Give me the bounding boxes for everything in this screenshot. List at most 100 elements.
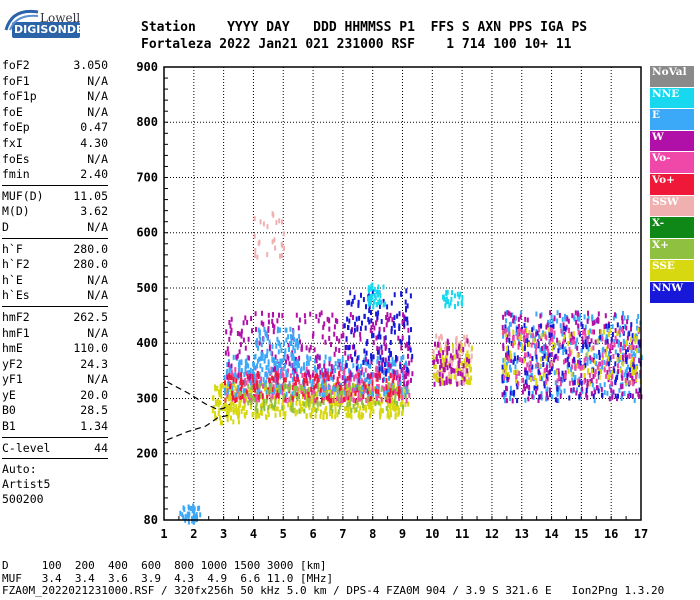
data-point bbox=[540, 333, 543, 339]
data-point bbox=[348, 382, 350, 388]
param-value: 1.34 bbox=[80, 419, 108, 434]
data-point bbox=[299, 339, 301, 345]
data-point bbox=[527, 390, 530, 396]
data-point bbox=[292, 334, 295, 339]
data-point bbox=[506, 346, 508, 352]
param-name: D bbox=[2, 219, 9, 234]
data-point bbox=[516, 398, 519, 404]
data-point bbox=[570, 387, 573, 393]
data-point bbox=[372, 332, 375, 338]
data-point bbox=[437, 377, 439, 383]
data-point bbox=[626, 319, 629, 325]
data-point bbox=[393, 292, 396, 298]
data-point bbox=[562, 339, 565, 345]
data-point bbox=[595, 361, 597, 367]
data-point bbox=[389, 340, 392, 345]
data-point bbox=[383, 376, 386, 382]
data-point bbox=[576, 387, 578, 393]
data-point bbox=[261, 393, 264, 399]
data-point bbox=[333, 324, 336, 330]
data-point bbox=[343, 367, 346, 373]
data-point bbox=[244, 397, 247, 402]
data-point bbox=[277, 349, 280, 355]
data-point bbox=[286, 372, 289, 377]
data-point bbox=[347, 390, 350, 396]
data-point bbox=[465, 365, 467, 371]
data-point bbox=[363, 379, 366, 385]
data-point bbox=[397, 411, 400, 417]
data-point bbox=[264, 386, 266, 392]
data-point bbox=[226, 374, 229, 380]
data-point bbox=[442, 350, 445, 356]
data-point bbox=[570, 340, 572, 345]
data-point bbox=[227, 362, 230, 368]
data-point bbox=[447, 299, 449, 304]
data-point bbox=[619, 367, 622, 373]
data-point bbox=[211, 408, 214, 414]
data-point bbox=[350, 372, 353, 378]
data-point bbox=[229, 403, 232, 409]
data-point bbox=[457, 360, 460, 366]
data-point bbox=[283, 377, 285, 383]
data-point bbox=[276, 379, 279, 385]
data-point bbox=[385, 405, 388, 411]
data-point bbox=[619, 355, 622, 360]
distance-row: D 100 200 400 600 800 1000 1500 3000 [km… bbox=[2, 559, 327, 572]
data-point bbox=[335, 336, 338, 342]
param-name: B1 bbox=[2, 419, 16, 434]
data-point bbox=[253, 233, 256, 239]
data-point bbox=[506, 354, 508, 360]
data-point bbox=[405, 288, 408, 294]
data-point bbox=[257, 241, 260, 247]
data-point bbox=[551, 336, 554, 342]
data-point bbox=[512, 359, 515, 365]
data-point bbox=[508, 331, 511, 337]
data-point bbox=[266, 348, 269, 354]
data-point bbox=[346, 375, 349, 381]
data-point bbox=[623, 315, 626, 321]
data-point bbox=[270, 369, 273, 375]
data-point bbox=[398, 326, 401, 331]
data-point bbox=[381, 408, 384, 414]
data-point bbox=[266, 389, 269, 395]
data-point bbox=[581, 336, 584, 342]
data-point bbox=[329, 408, 332, 414]
data-point bbox=[283, 351, 286, 357]
data-point bbox=[359, 326, 362, 332]
data-point bbox=[546, 345, 549, 351]
data-point bbox=[633, 398, 636, 403]
data-point bbox=[377, 310, 380, 316]
data-point bbox=[563, 376, 566, 382]
data-point bbox=[446, 365, 449, 371]
data-point bbox=[235, 354, 238, 360]
data-point bbox=[273, 237, 276, 243]
data-point bbox=[632, 351, 635, 357]
data-point bbox=[296, 345, 299, 350]
data-point bbox=[353, 383, 356, 389]
data-point bbox=[635, 345, 638, 351]
y-tick-label: 400 bbox=[136, 336, 158, 350]
data-point bbox=[452, 348, 454, 354]
data-point bbox=[290, 336, 293, 342]
data-point bbox=[258, 383, 261, 389]
data-point bbox=[397, 335, 400, 341]
data-point bbox=[281, 243, 284, 249]
data-point bbox=[317, 377, 320, 383]
data-point bbox=[604, 352, 607, 358]
data-point bbox=[582, 365, 585, 371]
data-point bbox=[379, 354, 382, 360]
data-point bbox=[315, 368, 318, 374]
data-point bbox=[523, 330, 526, 336]
param-value: N/A bbox=[87, 325, 108, 340]
data-point bbox=[554, 380, 557, 386]
data-point bbox=[231, 382, 234, 388]
data-point bbox=[613, 342, 616, 348]
data-point bbox=[188, 511, 191, 517]
data-point bbox=[384, 301, 387, 307]
data-point bbox=[526, 383, 528, 389]
data-point bbox=[371, 385, 374, 391]
data-point bbox=[517, 344, 520, 350]
data-point bbox=[508, 311, 511, 317]
data-point bbox=[531, 394, 534, 400]
x-tick-label: 12 bbox=[485, 527, 499, 541]
